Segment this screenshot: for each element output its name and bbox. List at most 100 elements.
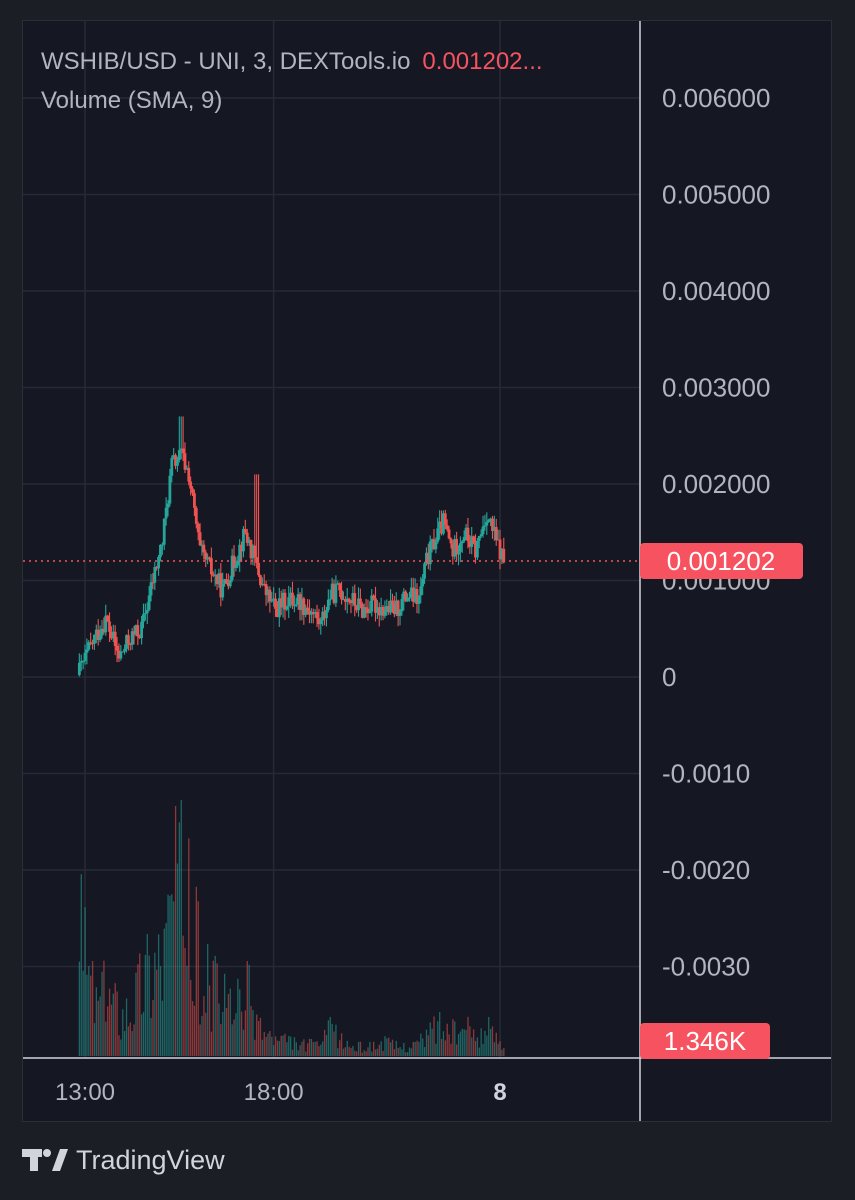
candle-body [242,528,245,552]
candle-body [272,598,276,601]
volume-bar [273,1045,275,1056]
volume-bar [446,1023,448,1056]
volume-bar [190,979,192,1056]
volume-bar [84,907,86,1056]
candle-body [115,645,119,651]
candle-body [111,631,115,639]
volume-bar [384,1036,386,1056]
candle-body [445,525,449,530]
volume-bar [416,1040,418,1056]
candle-body [394,600,398,615]
candle-body [274,598,277,609]
candle-body [119,651,123,659]
candle-body [375,607,379,613]
candle-body [276,608,279,618]
candle-body [253,545,257,558]
indicator-legend[interactable]: Volume (SMA, 9) [41,87,223,114]
candle-body [259,575,262,586]
candle-body [217,573,221,585]
candle-body [251,545,255,559]
volume-bar [440,1039,443,1056]
volume-bar [167,894,169,1056]
volume-bar [120,1039,122,1056]
candle-body [262,583,266,585]
volume-bar [306,1043,309,1056]
volume-bar [378,1044,380,1056]
volume-bar [367,1047,369,1056]
candle-body [430,539,434,542]
candle-body [406,598,409,602]
candle-body [460,541,464,544]
volume-bar [422,1038,424,1056]
volume-bar [176,863,179,1056]
candle-body [487,519,491,523]
candle-body [200,544,204,546]
candle-body [143,613,147,615]
volume-bar [261,1039,264,1056]
candle-body [360,603,364,618]
candle-body [338,583,342,591]
volume-bar [212,960,214,1056]
volume-bar [459,1031,462,1056]
candle-body [183,453,187,470]
volume-bar [295,1042,297,1056]
candle-body [132,631,136,635]
volume-bar [274,1036,277,1056]
volume-bar [99,996,101,1056]
candle-body [94,629,98,635]
candle-body [438,521,442,529]
symbol-legend[interactable]: WSHIB/USD - UNI, 3, DEXTools.io 0.001202.… [41,48,543,76]
volume-bar [235,1013,237,1056]
candle-body [168,475,172,504]
candle-body [260,583,264,586]
candle-body [330,583,334,600]
candle-body [481,526,485,535]
volume-bar [301,1041,303,1056]
candle-body [123,648,127,652]
candle-body [402,591,406,600]
candle-body [455,538,459,555]
grid-lines [23,21,640,1058]
tradingview-brand[interactable]: TradingView [22,1140,225,1180]
volume-bar [305,1051,307,1056]
volume-bar [95,987,98,1056]
candle-body [279,598,283,608]
volume-bar [114,983,116,1056]
volume-bar [331,1023,333,1056]
volume-bar [214,955,216,1056]
candle-body [213,574,217,576]
volume-bar [354,1050,356,1056]
volume-bar [493,1042,496,1056]
volume-bar [135,972,137,1056]
candle-body [479,534,483,537]
volume-bar [154,952,156,1056]
candle-body [308,610,311,615]
candle-body [249,540,253,559]
candle-body [117,650,121,659]
candle-body [206,557,210,560]
volume-bar [88,966,90,1056]
volume-bar [242,1029,245,1056]
volume-bar [180,800,182,1056]
volume-bar [210,1031,213,1056]
candle-body [221,583,225,598]
volume-bar [131,1031,133,1056]
candle-body [232,555,236,568]
volume-bar [101,971,103,1056]
volume-bar [139,953,141,1056]
volume-bar [240,1011,243,1056]
volume-bar [93,1023,96,1056]
candle-body [236,560,240,566]
candle-body [85,649,89,653]
volume-bar [280,1035,282,1056]
candle-body [443,513,447,526]
candle-body [164,507,168,519]
volume-bar [303,1039,305,1056]
volume-bar [312,1042,314,1056]
volume-bar [227,993,230,1056]
candle-body [364,607,368,609]
volume-bar [323,1029,326,1056]
candle-body [357,598,360,611]
price-tick-label: -0.0030 [662,952,750,982]
